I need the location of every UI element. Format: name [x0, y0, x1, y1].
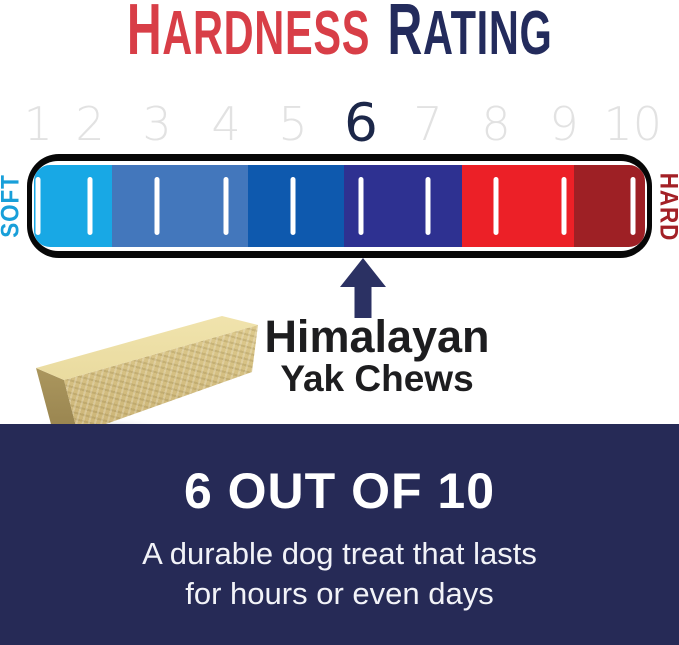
summary-band: 6 OUT OF 10 A durable dog treat that las…	[0, 424, 679, 645]
scale-tick-2	[87, 177, 93, 235]
scale-number-8: 8	[481, 97, 511, 151]
scale-number-2: 2	[75, 97, 105, 151]
scale-tick-7	[425, 177, 431, 235]
page-title: Hardness Rating	[0, 0, 679, 70]
scale-number-7: 7	[413, 97, 443, 151]
title-word-rating: Rating	[387, 0, 553, 70]
scale-tick-6	[358, 177, 364, 235]
scale-zone-8-9	[462, 165, 575, 247]
scale-number-4: 4	[211, 97, 241, 151]
hard-end-label: HARD	[654, 172, 679, 242]
scale-zone-1-2	[34, 165, 112, 247]
scale-tick-3	[154, 177, 160, 235]
scale-number-6: 6	[344, 93, 378, 154]
scale-number-row: 1 2 3 4 5 6 7 8 9 10	[24, 93, 662, 154]
product-name-line1: Himalayan	[264, 311, 490, 362]
rating-summary-text: 6 OUT OF 10	[183, 463, 496, 519]
scale-number-9: 9	[549, 97, 579, 151]
rating-description-line1: A durable dog treat that lasts	[142, 536, 537, 571]
scale-number-5: 5	[278, 97, 308, 151]
scale-zone-6-7	[344, 165, 463, 247]
rating-description: A durable dog treat that lasts for hours…	[0, 534, 679, 614]
scale-zone-5	[247, 165, 345, 247]
scale-tick-10	[630, 177, 636, 235]
scale-number-10: 10	[603, 97, 663, 151]
product-name-label: Himalayan Yak Chews	[264, 314, 489, 398]
rating-description-line2: for hours or even days	[185, 576, 494, 611]
scale-tick-1	[35, 177, 41, 235]
scale-tick-8	[493, 177, 499, 235]
title-word-hardness: Hardness	[126, 0, 370, 70]
scale-number-1: 1	[23, 97, 53, 151]
scale-bar-inner	[32, 161, 647, 251]
scale-tick-4	[223, 177, 229, 235]
scale-tick-5	[290, 177, 296, 235]
scale-tick-9	[561, 177, 567, 235]
scale-number-3: 3	[142, 97, 172, 151]
rating-arrow-stem	[354, 285, 372, 318]
hardness-scale-bar	[27, 154, 652, 258]
product-name-line2: Yak Chews	[280, 358, 474, 399]
rating-arrow-icon	[340, 258, 386, 287]
scale-bar-zones	[34, 165, 645, 247]
soft-end-label: SOFT	[0, 174, 25, 238]
